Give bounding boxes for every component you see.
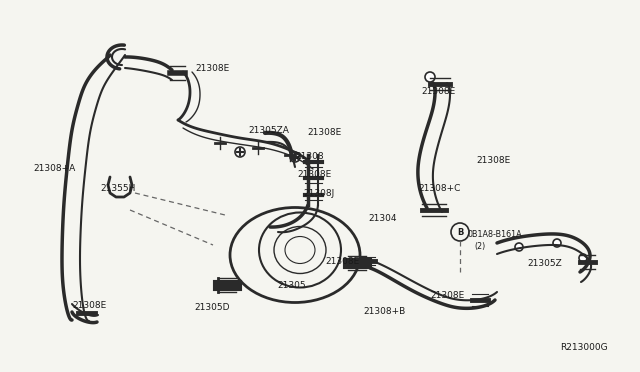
- Text: 21308E: 21308E: [195, 64, 229, 73]
- Circle shape: [579, 254, 587, 262]
- Text: 21308E: 21308E: [307, 128, 341, 137]
- Text: 21305ZA: 21305ZA: [248, 125, 289, 135]
- Text: 21308E: 21308E: [297, 170, 332, 179]
- Text: 21308E: 21308E: [421, 87, 455, 96]
- Text: B: B: [457, 228, 463, 237]
- Text: R213000G: R213000G: [560, 343, 607, 353]
- Text: 21308E: 21308E: [72, 301, 106, 310]
- Text: 21305: 21305: [277, 280, 306, 289]
- Text: 21308+A: 21308+A: [33, 164, 76, 173]
- Text: 21355H: 21355H: [100, 183, 136, 192]
- Circle shape: [425, 72, 435, 82]
- Text: 21308J: 21308J: [303, 189, 334, 198]
- Text: 21304: 21304: [368, 214, 397, 222]
- Text: 21305D: 21305D: [194, 302, 230, 311]
- Text: 21308E: 21308E: [325, 257, 359, 266]
- Circle shape: [515, 243, 523, 251]
- Circle shape: [553, 239, 561, 247]
- Text: 21308+B: 21308+B: [363, 307, 405, 315]
- Text: (2): (2): [474, 243, 485, 251]
- Text: 21308E: 21308E: [430, 291, 464, 299]
- Circle shape: [235, 147, 245, 157]
- Text: 21308: 21308: [295, 151, 324, 160]
- Text: 21305Z: 21305Z: [527, 259, 562, 267]
- Text: 21308E: 21308E: [476, 155, 510, 164]
- Text: 0B1A8-B161A: 0B1A8-B161A: [468, 230, 523, 238]
- Text: 21308+C: 21308+C: [418, 183, 460, 192]
- Circle shape: [290, 152, 300, 162]
